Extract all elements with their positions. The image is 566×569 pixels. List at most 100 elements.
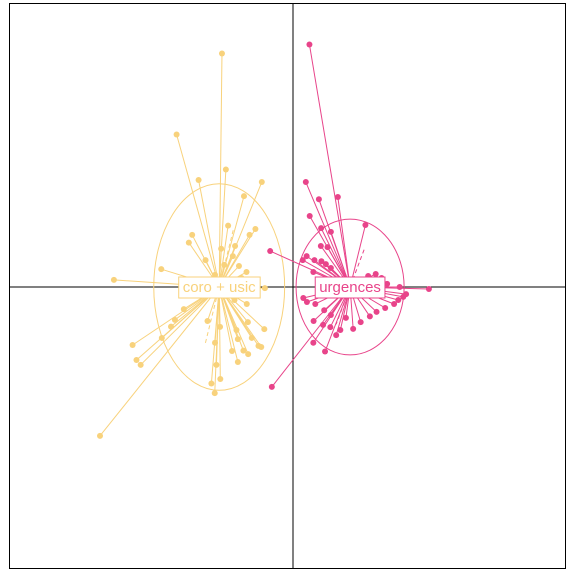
data-point-coro-usic xyxy=(222,166,229,173)
star-line-urgences xyxy=(305,181,351,288)
group-label-box-coro-usic xyxy=(178,276,261,299)
data-point-urgences xyxy=(310,269,317,276)
data-point-urgences xyxy=(372,270,379,277)
data-point-coro-usic xyxy=(218,50,225,57)
star-line-urgences xyxy=(308,44,351,288)
data-point-urgences xyxy=(317,242,324,249)
group-label-text-urgences: urgences xyxy=(319,279,381,296)
data-point-coro-usic xyxy=(252,225,259,232)
star-line-urgences xyxy=(271,286,351,388)
data-point-coro-usic xyxy=(218,245,225,252)
data-point-coro-usic xyxy=(173,131,180,138)
data-point-coro-usic xyxy=(244,319,251,326)
data-point-coro-usic xyxy=(231,297,238,304)
data-point-coro-usic xyxy=(235,263,242,270)
group-label-box-urgences xyxy=(314,276,386,299)
data-point-urgences xyxy=(322,348,329,355)
data-point-coro-usic xyxy=(195,177,202,184)
data-point-coro-usic xyxy=(246,231,253,238)
data-point-urgences xyxy=(299,257,306,264)
data-point-urgences xyxy=(312,300,319,307)
data-point-coro-usic xyxy=(243,300,250,307)
data-point-coro-usic xyxy=(248,334,255,341)
data-point-urgences xyxy=(318,225,325,232)
data-point-coro-usic xyxy=(168,323,175,330)
data-point-urgences xyxy=(425,285,432,292)
data-point-urgences xyxy=(327,265,334,272)
data-point-urgences xyxy=(300,295,307,302)
data-point-coro-usic xyxy=(243,269,250,276)
data-point-urgences xyxy=(327,324,334,331)
star-line-coro-usic xyxy=(176,134,220,288)
data-point-coro-usic xyxy=(158,266,165,273)
data-point-urgences xyxy=(403,291,410,298)
data-point-urgences xyxy=(303,253,310,260)
data-point-coro-usic xyxy=(225,222,232,229)
star-line-coro-usic xyxy=(140,286,220,366)
star-line-coro-usic xyxy=(218,286,221,379)
confidence-ellipse-urgences xyxy=(295,218,405,356)
data-point-urgences xyxy=(342,314,349,321)
data-point-coro-usic xyxy=(204,317,211,324)
data-point-urgences xyxy=(306,41,313,48)
confidence-ellipse-coro-usic xyxy=(153,183,286,391)
data-point-coro-usic xyxy=(229,347,236,354)
data-point-coro-usic xyxy=(129,342,136,349)
data-point-urgences xyxy=(267,248,274,255)
data-point-urgences xyxy=(302,179,309,186)
star-line-coro-usic xyxy=(218,196,245,288)
data-point-coro-usic xyxy=(202,257,209,264)
data-point-coro-usic xyxy=(232,242,239,249)
data-point-coro-usic xyxy=(221,261,228,268)
data-point-coro-usic xyxy=(258,179,265,186)
data-point-coro-usic xyxy=(240,193,247,200)
group-label-text-coro-usic: coro + usic xyxy=(183,279,256,296)
data-point-coro-usic xyxy=(261,285,268,292)
data-point-urgences xyxy=(315,196,322,203)
data-point-urgences xyxy=(321,307,328,314)
data-point-urgences xyxy=(395,297,402,304)
data-point-coro-usic xyxy=(217,375,224,382)
data-point-coro-usic xyxy=(213,361,220,368)
group-label-urgences: urgences xyxy=(314,276,386,299)
star-line-coro-usic xyxy=(218,286,239,363)
star-line-coro-usic xyxy=(136,286,220,361)
data-point-urgences xyxy=(303,298,310,305)
data-point-urgences xyxy=(318,258,325,265)
star-line-coro-usic xyxy=(99,286,220,437)
data-point-coro-usic xyxy=(110,276,117,283)
data-point-coro-usic xyxy=(211,390,218,397)
group-urgences: urgences xyxy=(267,41,432,390)
data-point-coro-usic xyxy=(185,239,192,246)
data-point-urgences xyxy=(322,261,329,268)
data-point-urgences xyxy=(310,339,317,346)
data-point-coro-usic xyxy=(261,326,268,333)
data-point-coro-usic xyxy=(229,253,236,260)
data-point-urgences xyxy=(396,284,403,290)
data-point-coro-usic xyxy=(240,347,247,354)
data-point-coro-usic xyxy=(96,432,103,439)
star-line-coro-usic xyxy=(210,286,220,384)
data-point-urgences xyxy=(362,222,369,229)
data-point-coro-usic xyxy=(171,316,178,323)
data-point-urgences xyxy=(320,321,327,328)
data-point-urgences xyxy=(366,313,373,320)
data-point-urgences xyxy=(382,304,389,311)
data-point-coro-usic xyxy=(234,358,241,365)
data-point-urgences xyxy=(350,325,357,332)
data-point-urgences xyxy=(333,332,340,339)
data-point-urgences xyxy=(357,319,364,326)
data-point-coro-usic xyxy=(158,334,165,341)
data-point-urgences xyxy=(337,327,344,334)
data-point-urgences xyxy=(384,280,391,287)
data-point-coro-usic xyxy=(258,343,265,350)
data-point-coro-usic xyxy=(212,339,219,346)
data-point-urgences xyxy=(327,312,334,319)
data-point-coro-usic xyxy=(133,357,140,364)
data-point-coro-usic xyxy=(233,327,240,334)
group-label-coro-usic: coro + usic xyxy=(178,276,261,299)
data-point-coro-usic xyxy=(180,306,187,313)
data-point-coro-usic xyxy=(234,336,241,343)
groups-layer: coro + usic urgences xyxy=(96,41,432,439)
